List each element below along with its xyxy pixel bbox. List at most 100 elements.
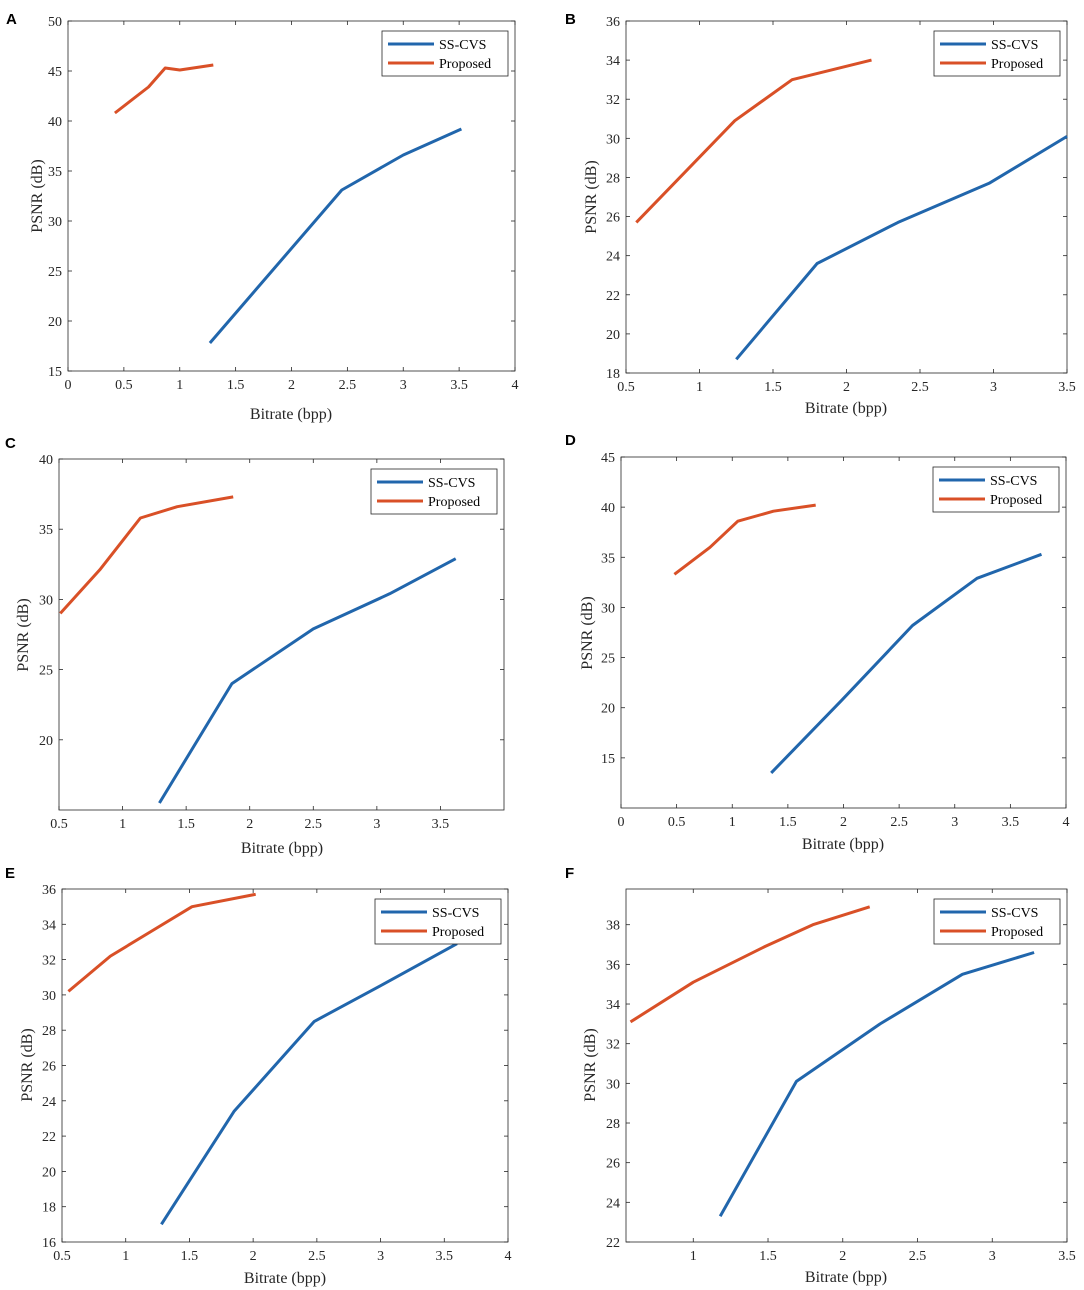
x-tick-label: 0.5 [617,380,635,395]
legend-label-ss-cvs: SS-CVS [991,906,1038,921]
y-tick-label: 20 [601,702,615,717]
y-tick-label: 28 [606,171,620,186]
y-tick-label: 32 [42,954,56,969]
x-tick-label: 3 [373,817,380,832]
y-axis-label: PSNR (dB) [19,1028,36,1101]
x-tick-label: 0.5 [50,817,68,832]
y-tick-label: 40 [39,453,53,468]
y-tick-label: 45 [601,451,615,466]
x-tick-label: 3 [989,1249,996,1264]
x-tick-label: 0.5 [115,378,133,393]
y-tick-label: 26 [606,1157,620,1172]
x-tick-label: 1.5 [759,1249,777,1264]
panel-letter: B [565,11,576,28]
plot-area-frame [625,20,1068,374]
y-tick-label: 22 [606,1236,620,1251]
y-tick-label: 20 [39,734,53,749]
series-line-proposed [635,58,872,224]
y-tick-label: 20 [48,315,62,330]
series-line-ss-cvs [160,942,458,1226]
chart-panel-c: C 0.5 1 1.5 2 2.5 3 3.5 20 25 30 35 40 Bitrate (bpp) P… [5,435,505,857]
x-tick-label: 0.5 [53,1249,71,1264]
y-tick-label: 36 [606,958,620,973]
x-tick-label: 2 [288,378,295,393]
y-tick-label: 45 [48,65,62,80]
y-axis-label: PSNR (dB) [582,1028,599,1101]
x-tick-label: 1 [690,1249,697,1264]
y-tick-label: 30 [39,593,53,608]
x-tick-label: 2 [250,1249,257,1264]
y-tick-label: 32 [606,93,620,108]
x-tick-label: 2.5 [890,815,908,830]
y-tick-label: 35 [601,551,615,566]
x-tick-label: 1 [119,817,126,832]
plot-area-frame [58,458,505,811]
y-tick-label: 34 [42,918,56,933]
series-line-ss-cvs [735,135,1068,361]
y-tick-label: 30 [601,601,615,616]
x-tick-label: 2.5 [308,1249,326,1264]
legend: SS-CVS Proposed [370,468,498,515]
panel-letter: D [565,432,576,449]
panel-letter: C [5,435,16,452]
y-tick-label: 15 [48,365,62,380]
series-line-ss-cvs [208,127,463,344]
y-tick-label: 25 [48,265,62,280]
x-tick-label: 2 [246,817,253,832]
legend-label-proposed: Proposed [439,57,491,72]
plot-area-frame [625,888,1068,1243]
y-tick-label: 50 [48,15,62,30]
y-tick-label: 40 [601,501,615,516]
x-tick-label: 3.5 [1002,815,1020,830]
x-tick-label: 3 [951,815,958,830]
series-line-ss-cvs [718,951,1035,1217]
x-tick-label: 1 [696,380,703,395]
y-tick-label: 30 [606,132,620,147]
x-tick-label: 3.5 [1058,1249,1076,1264]
y-tick-label: 40 [48,115,62,130]
x-tick-label: 1.5 [227,378,245,393]
x-tick-label: 2 [840,815,847,830]
legend-box [374,898,502,945]
legend-label-proposed: Proposed [991,57,1043,72]
x-tick-label: 2.5 [909,1249,927,1264]
legend: SS-CVS Proposed [932,466,1060,513]
y-tick-label: 24 [606,250,620,265]
x-tick-label: 0 [618,815,625,830]
x-axis-label: Bitrate (bpp) [802,836,884,853]
y-tick-label: 25 [39,664,53,679]
y-tick-label: 18 [606,367,620,382]
y-axis-label: PSNR (dB) [583,160,600,233]
series-line-proposed [673,503,816,576]
x-tick-label: 2 [843,380,850,395]
x-tick-label: 4 [505,1249,512,1264]
chart-panel-d: D 0 0.5 1 1.5 2 2.5 3 3.5 4 15 20 25 30 35 40 45 Bitrate … [565,432,1070,853]
legend-label-proposed: Proposed [432,925,484,940]
legend-label-proposed: Proposed [428,495,480,510]
plot-area-frame [620,456,1067,809]
chart-panel-e: E 0.5 1 1.5 2 2.5 3 3.5 4 16 18 20 22 24 26 28 30 32 34 36 B… [5,865,512,1287]
series-line-proposed [629,905,871,1024]
y-tick-label: 35 [39,523,53,538]
y-axis-label: PSNR (dB) [579,596,596,669]
x-tick-label: 1 [176,378,183,393]
x-tick-label: 0 [65,378,72,393]
legend-box [933,898,1061,945]
x-tick-label: 1 [122,1249,129,1264]
y-tick-label: 18 [42,1201,56,1216]
y-tick-label: 36 [42,883,56,898]
x-tick-label: 1.5 [764,380,782,395]
x-axis-label: Bitrate (bpp) [250,406,332,423]
y-tick-label: 30 [42,989,56,1004]
legend: SS-CVS Proposed [381,30,509,77]
x-tick-label: 2.5 [339,378,357,393]
chart-panel-f: F 1 1.5 2 2.5 3 3.5 22 24 26 28 30 32 34 36 38 Bitrate (… [565,865,1076,1286]
y-tick-label: 32 [606,1038,620,1053]
y-tick-label: 20 [42,1165,56,1180]
x-tick-label: 3 [400,378,407,393]
x-tick-label: 4 [1063,815,1070,830]
x-tick-label: 2.5 [911,380,929,395]
x-tick-label: 2 [839,1249,846,1264]
x-axis-label: Bitrate (bpp) [805,400,887,417]
chart-panel-b: B 0.5 1 1.5 2 2.5 3 3.5 18 20 22 24 26 28 30 32 34 36 Bitr… [565,11,1076,417]
